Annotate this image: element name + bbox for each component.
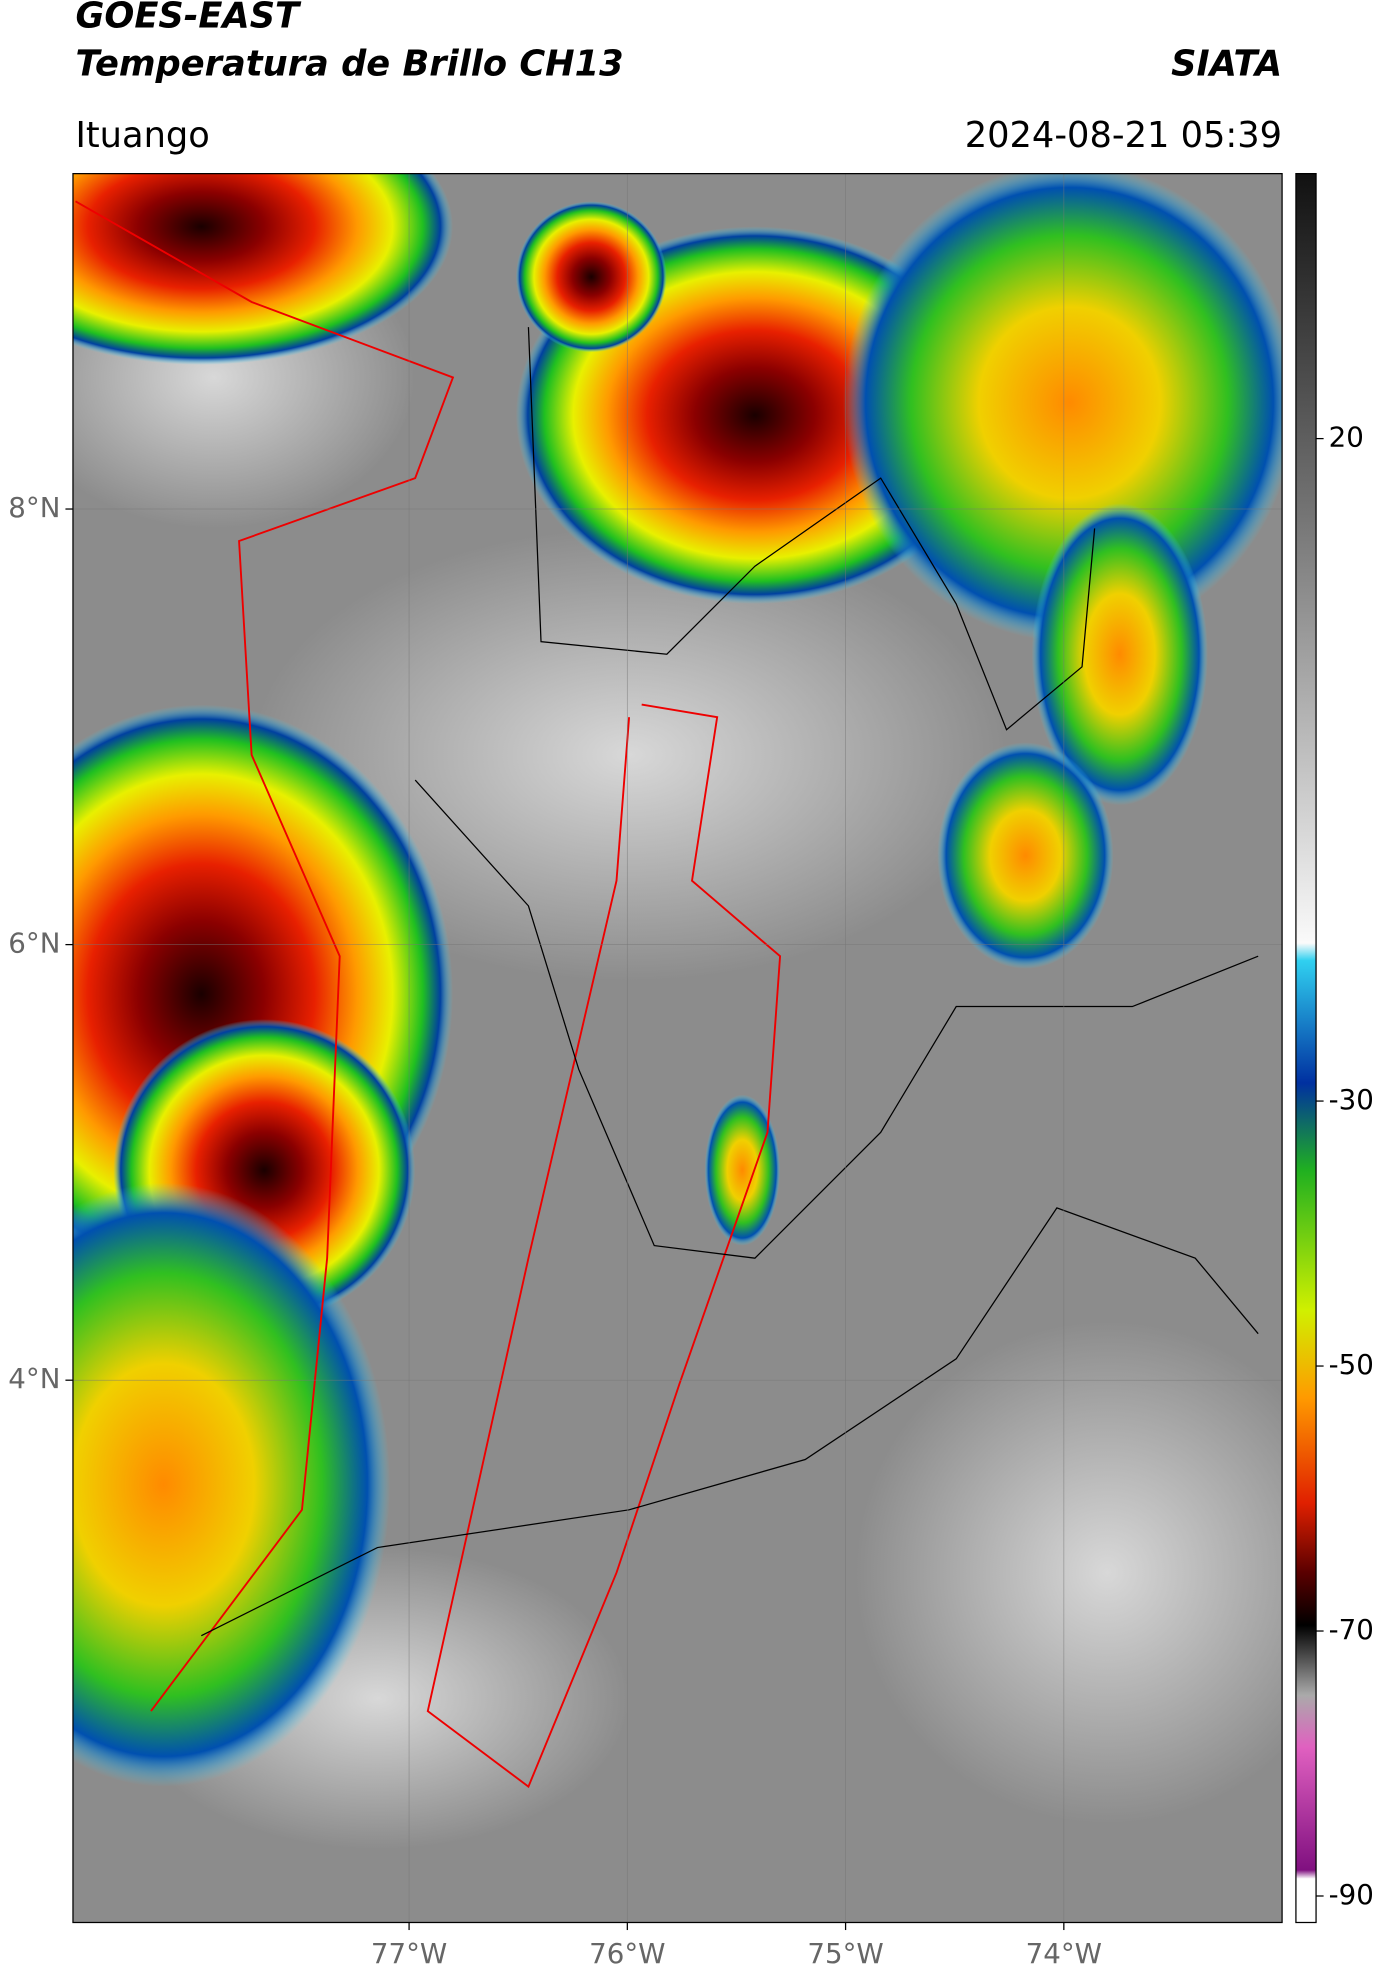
datetime: 2024-08-21 05:39 xyxy=(965,115,1282,156)
colorbar-tick-label: -70 xyxy=(1329,1613,1374,1646)
x-tick-label: 77°W xyxy=(371,1937,447,1970)
y-tick-label: 6°N xyxy=(8,927,60,960)
title: Temperatura de Brillo CH13 xyxy=(75,43,623,84)
title: GOES-EAST xyxy=(75,0,302,37)
grid xyxy=(72,173,1283,1923)
x-tick-label: 74°W xyxy=(1026,1937,1102,1970)
y-tick-label: 8°N xyxy=(8,491,60,524)
colorbar-tick-label: -50 xyxy=(1329,1348,1374,1381)
colorbar xyxy=(1295,172,1317,1924)
header: GOES-EAST Temperatura de Brillo CH13 SIA… xyxy=(75,0,1282,156)
org: SIATA xyxy=(1171,43,1282,84)
map-frame xyxy=(72,172,1283,1924)
colorbar-tick-label: 20 xyxy=(1329,421,1364,454)
x-tick-label: 76°W xyxy=(589,1937,665,1970)
location: Ituango xyxy=(75,115,209,156)
satellite-image xyxy=(72,173,1283,1923)
y-tick-label: 4°N xyxy=(8,1362,60,1395)
x-tick-label: 75°W xyxy=(807,1937,883,1970)
colorbar-tick-label: -30 xyxy=(1329,1083,1374,1116)
colorbar-tick-label: -90 xyxy=(1329,1878,1374,1911)
